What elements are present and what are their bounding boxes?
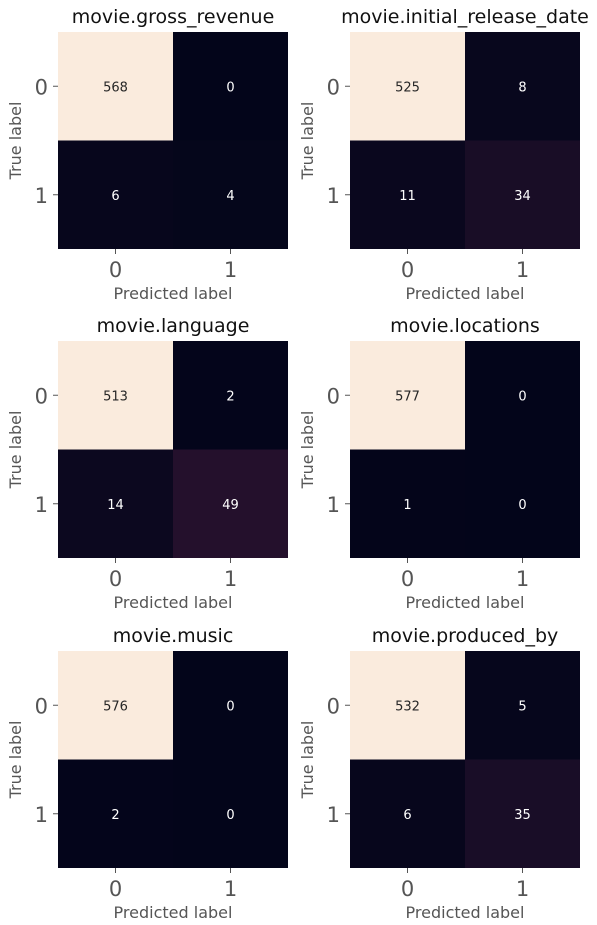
x-tick-label: 0 [109,258,122,282]
chart-title: movie.language [97,315,250,337]
cell-value-label: 576 [103,699,128,714]
cell-value-label: 5 [518,699,526,714]
chart-title: movie.locations [390,315,540,337]
x-axis-label: Predicted label [114,903,233,922]
heatmap-cell [465,341,580,450]
x-axis-label: Predicted label [114,284,233,303]
heatmap-cell [350,651,465,760]
cell-value-label: 577 [395,389,420,404]
y-axis-label: True label [298,411,317,490]
heatmap-cell [58,140,173,249]
confusion-matrix-4: 577 0 1 0 movie.locations 0 1 0 1 Predicted label… [298,315,580,612]
x-tick-label: 0 [401,258,414,282]
cell-value-label: 0 [518,498,526,513]
heatmap-cell [58,341,173,450]
confusion-matrix-3: 513 2 14 49 movie.language 0 1 0 1 Predicted labe… [6,315,288,612]
y-tick-label: 0 [327,694,340,718]
heatmap-cell [58,759,173,868]
cell-value-label: 532 [395,699,420,714]
cell-value-label: 2 [226,389,234,404]
cell-value-label: 6 [111,189,119,204]
y-tick-label: 1 [35,184,48,208]
y-tick-label: 0 [35,694,48,718]
y-axis-label: True label [6,411,25,490]
x-tick-label: 1 [516,258,529,282]
heatmap-cell [350,341,465,450]
confusion-matrix-5: 576 0 2 0 movie.music 0 1 0 1 Predicted label True… [6,625,288,922]
heatmap-cell [465,32,580,141]
x-tick-label: 1 [224,877,237,901]
y-tick-label: 0 [35,384,48,408]
x-tick-label: 0 [109,567,122,591]
confusion-matrix-2: 525 8 11 34 movie.initial_release_date 0 1 0 1 Pr… [298,6,589,303]
heatmap-cell [173,759,288,868]
heatmap-cell [173,341,288,450]
cell-value-label: 0 [226,699,234,714]
y-tick-label: 0 [327,75,340,99]
x-tick-label: 1 [516,877,529,901]
cell-value-label: 0 [226,808,234,823]
confusion-matrix-6: 532 5 6 35 movie.produced_by 0 1 0 1 Predicted la… [298,625,580,922]
y-tick-label: 1 [327,493,340,517]
chart-title: movie.initial_release_date [341,6,589,28]
x-tick-label: 1 [224,567,237,591]
cell-value-label: 8 [518,80,526,95]
x-tick-label: 0 [109,877,122,901]
heatmap-cell [58,32,173,141]
x-tick-label: 0 [401,877,414,901]
x-axis-label: Predicted label [406,284,525,303]
heatmap-cell [465,759,580,868]
heatmap-cell [465,651,580,760]
heatmap-cell [350,140,465,249]
cell-value-label: 11 [399,189,416,204]
heatmap-cell [173,449,288,558]
heatmap-cell [58,449,173,558]
cell-value-label: 6 [403,808,411,823]
y-tick-label: 1 [35,493,48,517]
heatmap-cell [350,759,465,868]
cell-value-label: 14 [107,498,124,513]
x-axis-label: Predicted label [114,593,233,612]
x-tick-label: 1 [224,258,237,282]
heatmap-cell [350,32,465,141]
heatmap-cell [465,140,580,249]
y-axis-label: True label [298,102,317,181]
heatmap-cell [173,140,288,249]
cell-value-label: 35 [514,808,531,823]
chart-title: movie.gross_revenue [72,6,275,28]
heatmap-cell [58,651,173,760]
cell-value-label: 568 [103,80,128,95]
chart-title: movie.produced_by [372,625,559,647]
y-tick-label: 1 [327,184,340,208]
y-tick-label: 1 [35,803,48,827]
heatmap-cell [465,449,580,558]
heatmap-cell [350,449,465,558]
confusion-matrix-1: 568 0 6 4 movie.gross_revenue 0 1 0 1 Predicted l… [6,6,288,303]
cell-value-label: 513 [103,389,128,404]
chart-title: movie.music [113,625,234,647]
cell-value-label: 0 [518,389,526,404]
heatmap-cell [173,651,288,760]
y-axis-label: True label [6,102,25,181]
x-tick-label: 0 [401,567,414,591]
cell-value-label: 1 [403,498,411,513]
y-axis-label: True label [6,721,25,800]
cell-value-label: 34 [514,189,531,204]
heatmap-cell [173,32,288,141]
x-axis-label: Predicted label [406,593,525,612]
cell-value-label: 4 [226,189,234,204]
y-tick-label: 0 [327,384,340,408]
cell-value-label: 49 [222,498,239,513]
y-tick-label: 0 [35,75,48,99]
x-axis-label: Predicted label [406,903,525,922]
x-tick-label: 1 [516,567,529,591]
y-axis-label: True label [298,721,317,800]
cell-value-label: 2 [111,808,119,823]
y-tick-label: 1 [327,803,340,827]
cell-value-label: 0 [226,80,234,95]
cell-value-label: 525 [395,80,420,95]
